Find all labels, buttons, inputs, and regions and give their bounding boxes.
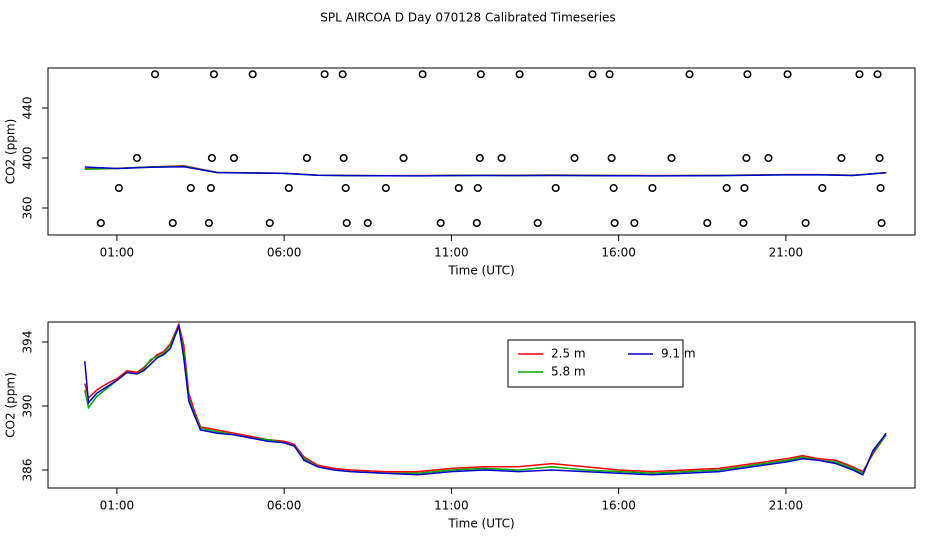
calibration-point <box>475 153 484 163</box>
y-axis-label: CO2 (ppm) <box>4 119 18 185</box>
calibration-point <box>667 153 676 163</box>
y-tick-label: 440 <box>21 97 35 120</box>
calibration-point <box>265 218 274 228</box>
series-line <box>84 166 887 177</box>
calibration-point <box>497 153 506 163</box>
calibration-point <box>801 218 810 228</box>
calibration-point <box>418 70 427 79</box>
x-tick-label: 21:00 <box>769 246 804 260</box>
calibration-point <box>399 153 408 163</box>
x-tick-label: 16:00 <box>601 246 636 260</box>
calibration-point <box>610 218 619 228</box>
calibration-point <box>473 183 482 193</box>
calibration-point <box>764 153 773 163</box>
calibration-point <box>186 183 195 193</box>
calibration-point <box>96 218 105 228</box>
calibration-point <box>515 70 524 79</box>
x-tick-label: 11:00 <box>434 499 469 513</box>
x-axis-label: Time (UTC) <box>447 517 514 531</box>
calibration-point <box>873 70 882 79</box>
calibration-point <box>818 183 827 193</box>
x-tick-label: 11:00 <box>434 246 469 260</box>
calibration-point <box>855 70 864 79</box>
calibration-point <box>436 218 445 228</box>
calibration-point <box>877 218 886 228</box>
calibration-point <box>229 153 239 163</box>
calibration-point <box>722 183 731 193</box>
calibration-point <box>363 218 372 228</box>
calibration-point <box>551 183 560 193</box>
calibration-point <box>685 70 694 79</box>
calibration-point <box>588 70 597 79</box>
calibration-point <box>320 70 329 79</box>
calibration-point <box>132 153 142 163</box>
calibration-point <box>454 183 463 193</box>
calibration-point <box>743 70 752 79</box>
y-tick-label: 386 <box>21 459 35 482</box>
x-tick-label: 06:00 <box>267 499 302 513</box>
calibration-point <box>204 218 213 228</box>
y-tick-label: 400 <box>21 147 35 170</box>
series-line <box>84 323 887 475</box>
x-tick-label: 01:00 <box>100 246 135 260</box>
calibration-point <box>876 183 885 193</box>
calibration-point <box>248 70 257 79</box>
calibration-point <box>476 70 485 79</box>
calibration-point <box>209 70 218 79</box>
calibration-point <box>533 218 542 228</box>
x-axis-label: Time (UTC) <box>447 264 514 278</box>
plot-frame <box>47 67 916 236</box>
calibration-point <box>472 218 481 228</box>
calibration-point <box>150 70 160 79</box>
calibration-point <box>605 70 614 79</box>
calibration-point <box>570 153 579 163</box>
y-axis-label: CO2 (ppm) <box>4 372 18 438</box>
calibration-point <box>284 183 293 193</box>
calibration-point <box>875 153 884 163</box>
legend-box <box>507 339 684 388</box>
calibration-point <box>206 183 215 193</box>
series-line <box>84 323 887 476</box>
calibration-point <box>381 183 390 193</box>
plot-frame <box>47 321 916 489</box>
calibration-point <box>648 183 657 193</box>
x-tick-label: 01:00 <box>100 499 135 513</box>
calibration-point <box>837 153 846 163</box>
calibration-point <box>114 183 123 193</box>
calibration-point <box>339 153 348 163</box>
x-tick-label: 21:00 <box>769 499 804 513</box>
calibration-point <box>341 183 350 193</box>
x-tick-label: 16:00 <box>601 499 636 513</box>
calibration-point <box>607 153 616 163</box>
calibration-point <box>630 218 639 228</box>
calibration-point <box>740 183 749 193</box>
y-tick-label: 360 <box>21 197 35 220</box>
calibration-point <box>703 218 712 228</box>
calibration-point <box>168 218 177 228</box>
calibration-point <box>302 153 311 163</box>
y-tick-label: 390 <box>21 395 35 418</box>
calibration-point <box>739 218 748 228</box>
calibration-point <box>742 153 751 163</box>
calibration-point <box>342 218 351 228</box>
legend-label: 5.8 m <box>551 365 586 379</box>
chart-title: SPL AIRCOA D Day 070128 Calibrated Times… <box>320 11 615 25</box>
series-line <box>84 322 887 473</box>
calibration-point <box>207 153 216 163</box>
calibration-point <box>338 70 347 79</box>
x-tick-label: 06:00 <box>267 246 302 260</box>
legend-label: 2.5 m <box>551 347 586 361</box>
calibration-point <box>783 70 792 79</box>
calibration-point <box>609 183 618 193</box>
legend-label: 9.1 m <box>661 347 696 361</box>
y-tick-label: 394 <box>21 331 35 354</box>
